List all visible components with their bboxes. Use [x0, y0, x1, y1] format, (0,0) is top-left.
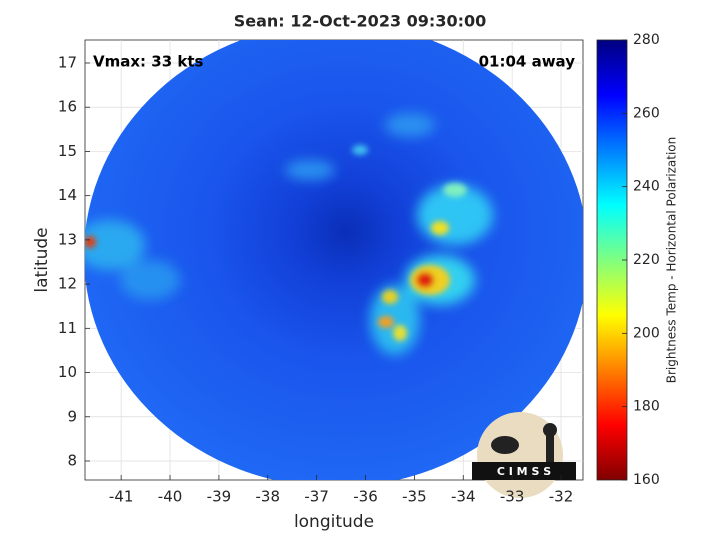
y-tick-label: 13: [58, 230, 77, 248]
logo: C I M S S: [472, 412, 576, 498]
colorbar-tick-label: 260: [633, 105, 660, 121]
colorbar-tick-label: 220: [633, 252, 660, 268]
annotation: 01:04 away: [479, 53, 576, 71]
y-axis-label: latitude: [32, 227, 52, 292]
y-tick-label: 12: [58, 275, 77, 293]
image: [85, 40, 583, 480]
annotation: Vmax: 33 kts: [93, 53, 203, 71]
x-tick-label: -35: [402, 488, 427, 506]
y-tick-label: 9: [67, 407, 77, 425]
y-tick-label: 17: [58, 53, 77, 71]
colorbar-tick-label: 280: [633, 32, 660, 48]
x-tick-label: -33: [500, 488, 525, 506]
x-tick-label: -38: [256, 488, 281, 506]
chart-title: Sean: 12-Oct-2023 09:30:00: [234, 12, 487, 31]
x-axis-label: longitude: [294, 512, 374, 532]
x-tick-label: -34: [451, 488, 476, 506]
y-tick-label: 11: [58, 319, 77, 337]
y-tick-label: 10: [58, 363, 77, 381]
colorbar-tick-label: 180: [633, 399, 660, 415]
swath: [85, 40, 583, 480]
x-tick-label: -36: [353, 488, 378, 506]
colorbar-label: Brightness Temp - Horizontal Polarizatio…: [665, 137, 679, 384]
colorbar-tick-label: 200: [633, 325, 660, 341]
convection: [85, 145, 467, 341]
y-tick-label: 15: [58, 142, 77, 160]
x-tick-label: -32: [549, 488, 574, 506]
x-tick-label: -37: [304, 488, 329, 506]
y-tick-label: 14: [58, 186, 77, 204]
colorbar-tick-label: 240: [633, 179, 660, 195]
logo-text: C I M S S: [497, 465, 551, 478]
x-tick-label: -39: [207, 488, 232, 506]
y-tick-label: 16: [58, 98, 77, 116]
x-tick-label: -41: [109, 488, 134, 506]
colorbar-tick-label: 160: [633, 472, 660, 488]
y-tick-label: 8: [67, 451, 77, 469]
x-tick-label: -40: [158, 488, 183, 506]
